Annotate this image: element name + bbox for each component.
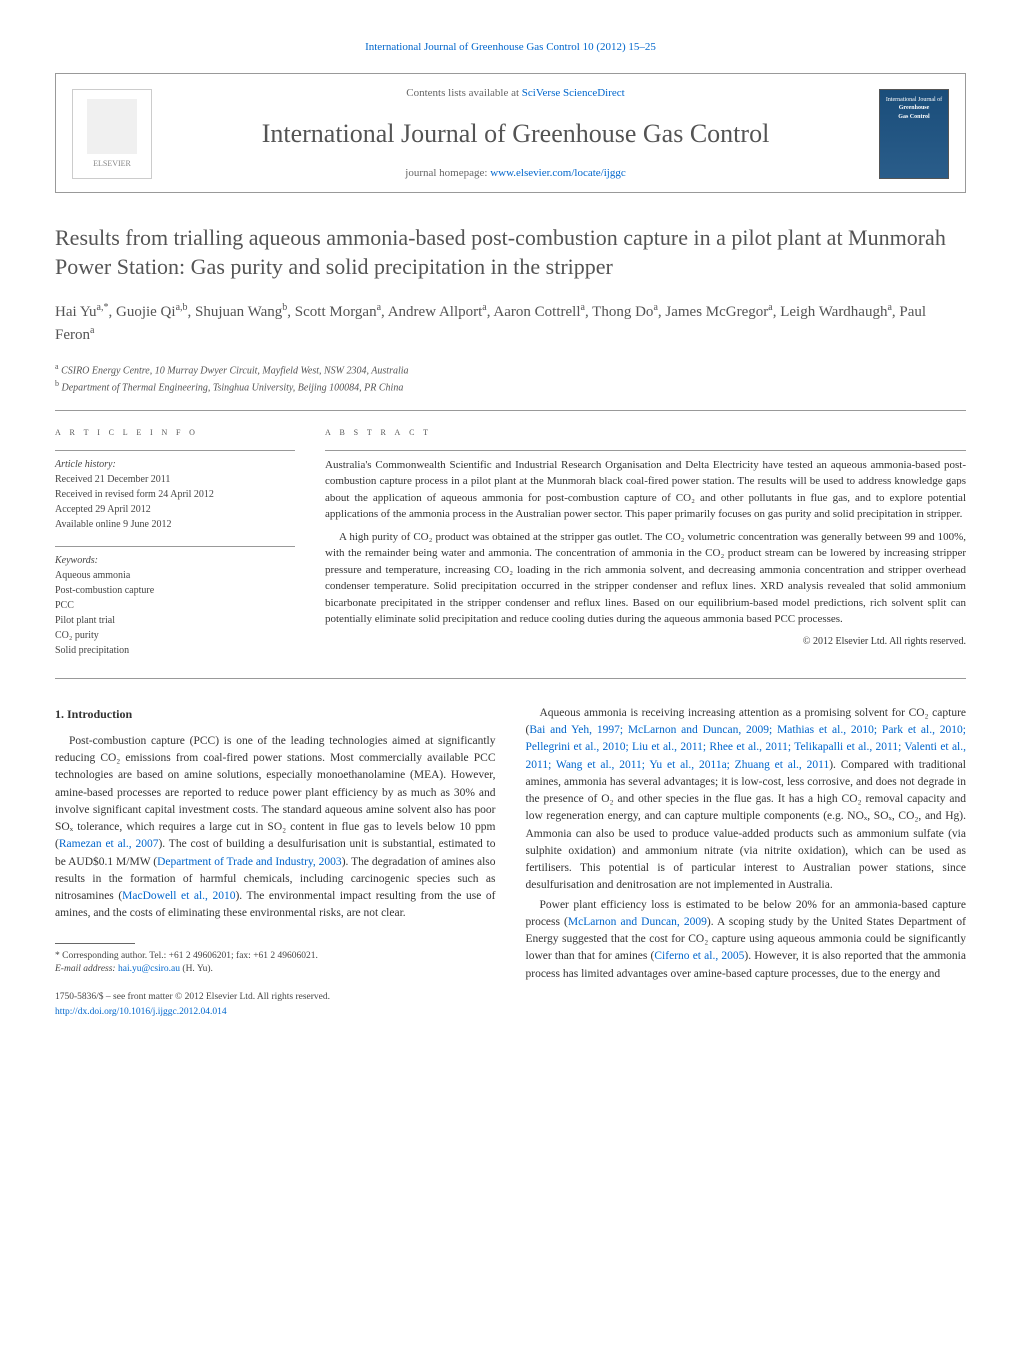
keyword-5: CO₂ purity — [55, 628, 295, 643]
abstract-column: a b s t r a c t Australia's Commonwealth… — [325, 425, 966, 658]
sciencedirect-link[interactable]: SciVerse ScienceDirect — [522, 87, 625, 99]
cover-line-2: Greenhouse — [899, 104, 930, 112]
section-title: Introduction — [67, 707, 132, 721]
divider-top — [55, 410, 966, 411]
body-columns: 1. Introduction Post-combustion capture … — [55, 705, 966, 1019]
footnote-divider — [55, 943, 135, 944]
footnote-text: Corresponding author. Tel.: +61 2 496062… — [62, 951, 318, 961]
body-right-column: Aqueous ammonia is receiving increasing … — [526, 705, 967, 1019]
history-online: Available online 9 June 2012 — [55, 517, 295, 532]
footnote-email-suffix: (H. Yu). — [182, 964, 213, 974]
contents-available-line: Contents lists available at SciVerse Sci… — [172, 86, 859, 101]
journal-homepage-line: journal homepage: www.elsevier.com/locat… — [172, 166, 859, 181]
journal-name: International Journal of Greenhouse Gas … — [172, 116, 859, 152]
corresponding-author-footnote: * Corresponding author. Tel.: +61 2 4960… — [55, 950, 496, 977]
body-right-p1: Aqueous ammonia is receiving increasing … — [526, 705, 967, 895]
info-abstract-row: a r t i c l e i n f o Article history: R… — [55, 425, 966, 658]
keywords-label: Keywords: — [55, 553, 295, 568]
authors-list: Hai Yua,*, Guojie Qia,b, Shujuan Wangb, … — [55, 300, 966, 347]
journal-homepage-link[interactable]: www.elsevier.com/locate/ijggc — [490, 167, 626, 179]
keyword-6: Solid precipitation — [55, 643, 295, 658]
keyword-1: Aqueous ammonia — [55, 568, 295, 583]
keyword-2: Post-combustion capture — [55, 583, 295, 598]
article-title: Results from trialling aqueous ammonia-b… — [55, 223, 966, 282]
issn-line: 1750-5836/$ – see front matter © 2012 El… — [55, 990, 496, 1004]
page-container: International Journal of Greenhouse Gas … — [0, 0, 1021, 1049]
footnote-marker: * — [55, 951, 60, 961]
affiliation-a: a CSIRO Energy Centre, 10 Murray Dwyer C… — [55, 361, 966, 378]
body-left-column: 1. Introduction Post-combustion capture … — [55, 705, 496, 1019]
footnote-email-link[interactable]: hai.yu@csiro.au — [118, 964, 180, 974]
article-history-block: Article history: Received 21 December 20… — [55, 457, 295, 532]
homepage-prefix: journal homepage: — [405, 167, 490, 179]
elsevier-tree-icon — [87, 99, 137, 154]
history-received: Received 21 December 2011 — [55, 472, 295, 487]
elsevier-logo: ELSEVIER — [72, 89, 152, 179]
divider-bottom — [55, 678, 966, 679]
keyword-4: Pilot plant trial — [55, 613, 295, 628]
abstract-heading: a b s t r a c t — [325, 425, 966, 440]
section-number: 1. — [55, 707, 64, 721]
doi-link[interactable]: http://dx.doi.org/10.1016/j.ijggc.2012.0… — [55, 1007, 227, 1017]
contents-prefix: Contents lists available at — [406, 87, 521, 99]
article-history-label: Article history: — [55, 457, 295, 472]
history-revised: Received in revised form 24 April 2012 — [55, 487, 295, 502]
body-left-p1: Post-combustion capture (PCC) is one of … — [55, 733, 496, 923]
page-footer: 1750-5836/$ – see front matter © 2012 El… — [55, 990, 496, 1019]
article-info-heading: a r t i c l e i n f o — [55, 425, 295, 440]
abstract-divider — [325, 450, 966, 451]
abstract-p2: A high purity of CO₂ product was obtaine… — [325, 529, 966, 628]
body-right-p2: Power plant efficiency loss is estimated… — [526, 897, 967, 983]
footnote-email-label: E-mail address: — [55, 964, 116, 974]
journal-header-box: ELSEVIER Contents lists available at Sci… — [55, 73, 966, 192]
keywords-block: Keywords: Aqueous ammonia Post-combustio… — [55, 553, 295, 658]
cover-line-3: Gas Control — [898, 113, 929, 121]
journal-cover-thumbnail: International Journal of Greenhouse Gas … — [879, 89, 949, 179]
abstract-copyright: © 2012 Elsevier Ltd. All rights reserved… — [325, 634, 966, 649]
affiliation-b: b Department of Thermal Engineering, Tsi… — [55, 378, 966, 395]
article-info-column: a r t i c l e i n f o Article history: R… — [55, 425, 295, 658]
section-heading-intro: 1. Introduction — [55, 705, 496, 723]
abstract-p1: Australia's Commonwealth Scientific and … — [325, 457, 966, 523]
info-divider-1 — [55, 450, 295, 451]
cover-line-1: International Journal of — [886, 96, 942, 104]
elsevier-label: ELSEVIER — [93, 158, 131, 169]
info-divider-2 — [55, 546, 295, 547]
affiliations: a CSIRO Energy Centre, 10 Murray Dwyer C… — [55, 361, 966, 396]
journal-page-reference: International Journal of Greenhouse Gas … — [55, 40, 966, 55]
history-accepted: Accepted 29 April 2012 — [55, 502, 295, 517]
journal-center: Contents lists available at SciVerse Sci… — [152, 86, 879, 181]
keyword-3: PCC — [55, 598, 295, 613]
abstract-text: Australia's Commonwealth Scientific and … — [325, 457, 966, 649]
